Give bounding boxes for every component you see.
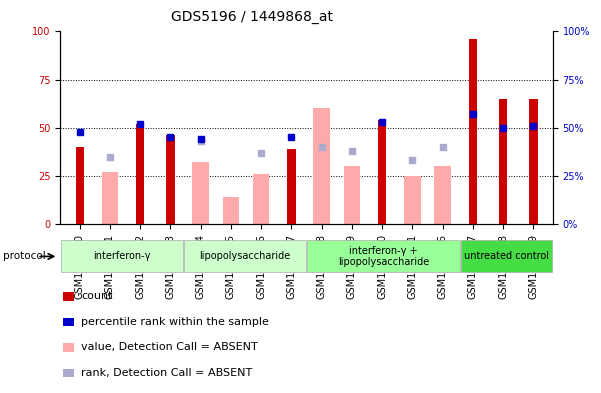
Bar: [76, 147, 84, 224]
Text: count: count: [81, 291, 112, 301]
Bar: [313, 108, 330, 224]
Bar: [344, 166, 360, 224]
Text: protocol: protocol: [3, 252, 46, 261]
Bar: [102, 172, 118, 224]
Text: GDS5196 / 1449868_at: GDS5196 / 1449868_at: [171, 10, 334, 24]
Bar: [435, 166, 451, 224]
Bar: [61, 241, 183, 272]
Bar: [469, 39, 477, 224]
Text: interferon-γ: interferon-γ: [93, 252, 150, 261]
Bar: [192, 162, 209, 224]
Text: percentile rank within the sample: percentile rank within the sample: [81, 317, 269, 327]
Text: untreated control: untreated control: [464, 252, 549, 261]
Bar: [378, 120, 386, 224]
Text: rank, Detection Call = ABSENT: rank, Detection Call = ABSENT: [81, 368, 252, 378]
Bar: [184, 241, 306, 272]
Bar: [307, 241, 460, 272]
Text: value, Detection Call = ABSENT: value, Detection Call = ABSENT: [81, 342, 258, 353]
Text: interferon-γ +
lipopolysaccharide: interferon-γ + lipopolysaccharide: [338, 246, 429, 267]
Bar: [253, 174, 269, 224]
Bar: [166, 136, 175, 224]
Bar: [529, 99, 537, 224]
Bar: [461, 241, 552, 272]
Bar: [222, 197, 239, 224]
Bar: [136, 124, 144, 224]
Bar: [287, 149, 296, 224]
Text: lipopolysaccharide: lipopolysaccharide: [200, 252, 290, 261]
Bar: [404, 176, 421, 224]
Bar: [499, 99, 507, 224]
